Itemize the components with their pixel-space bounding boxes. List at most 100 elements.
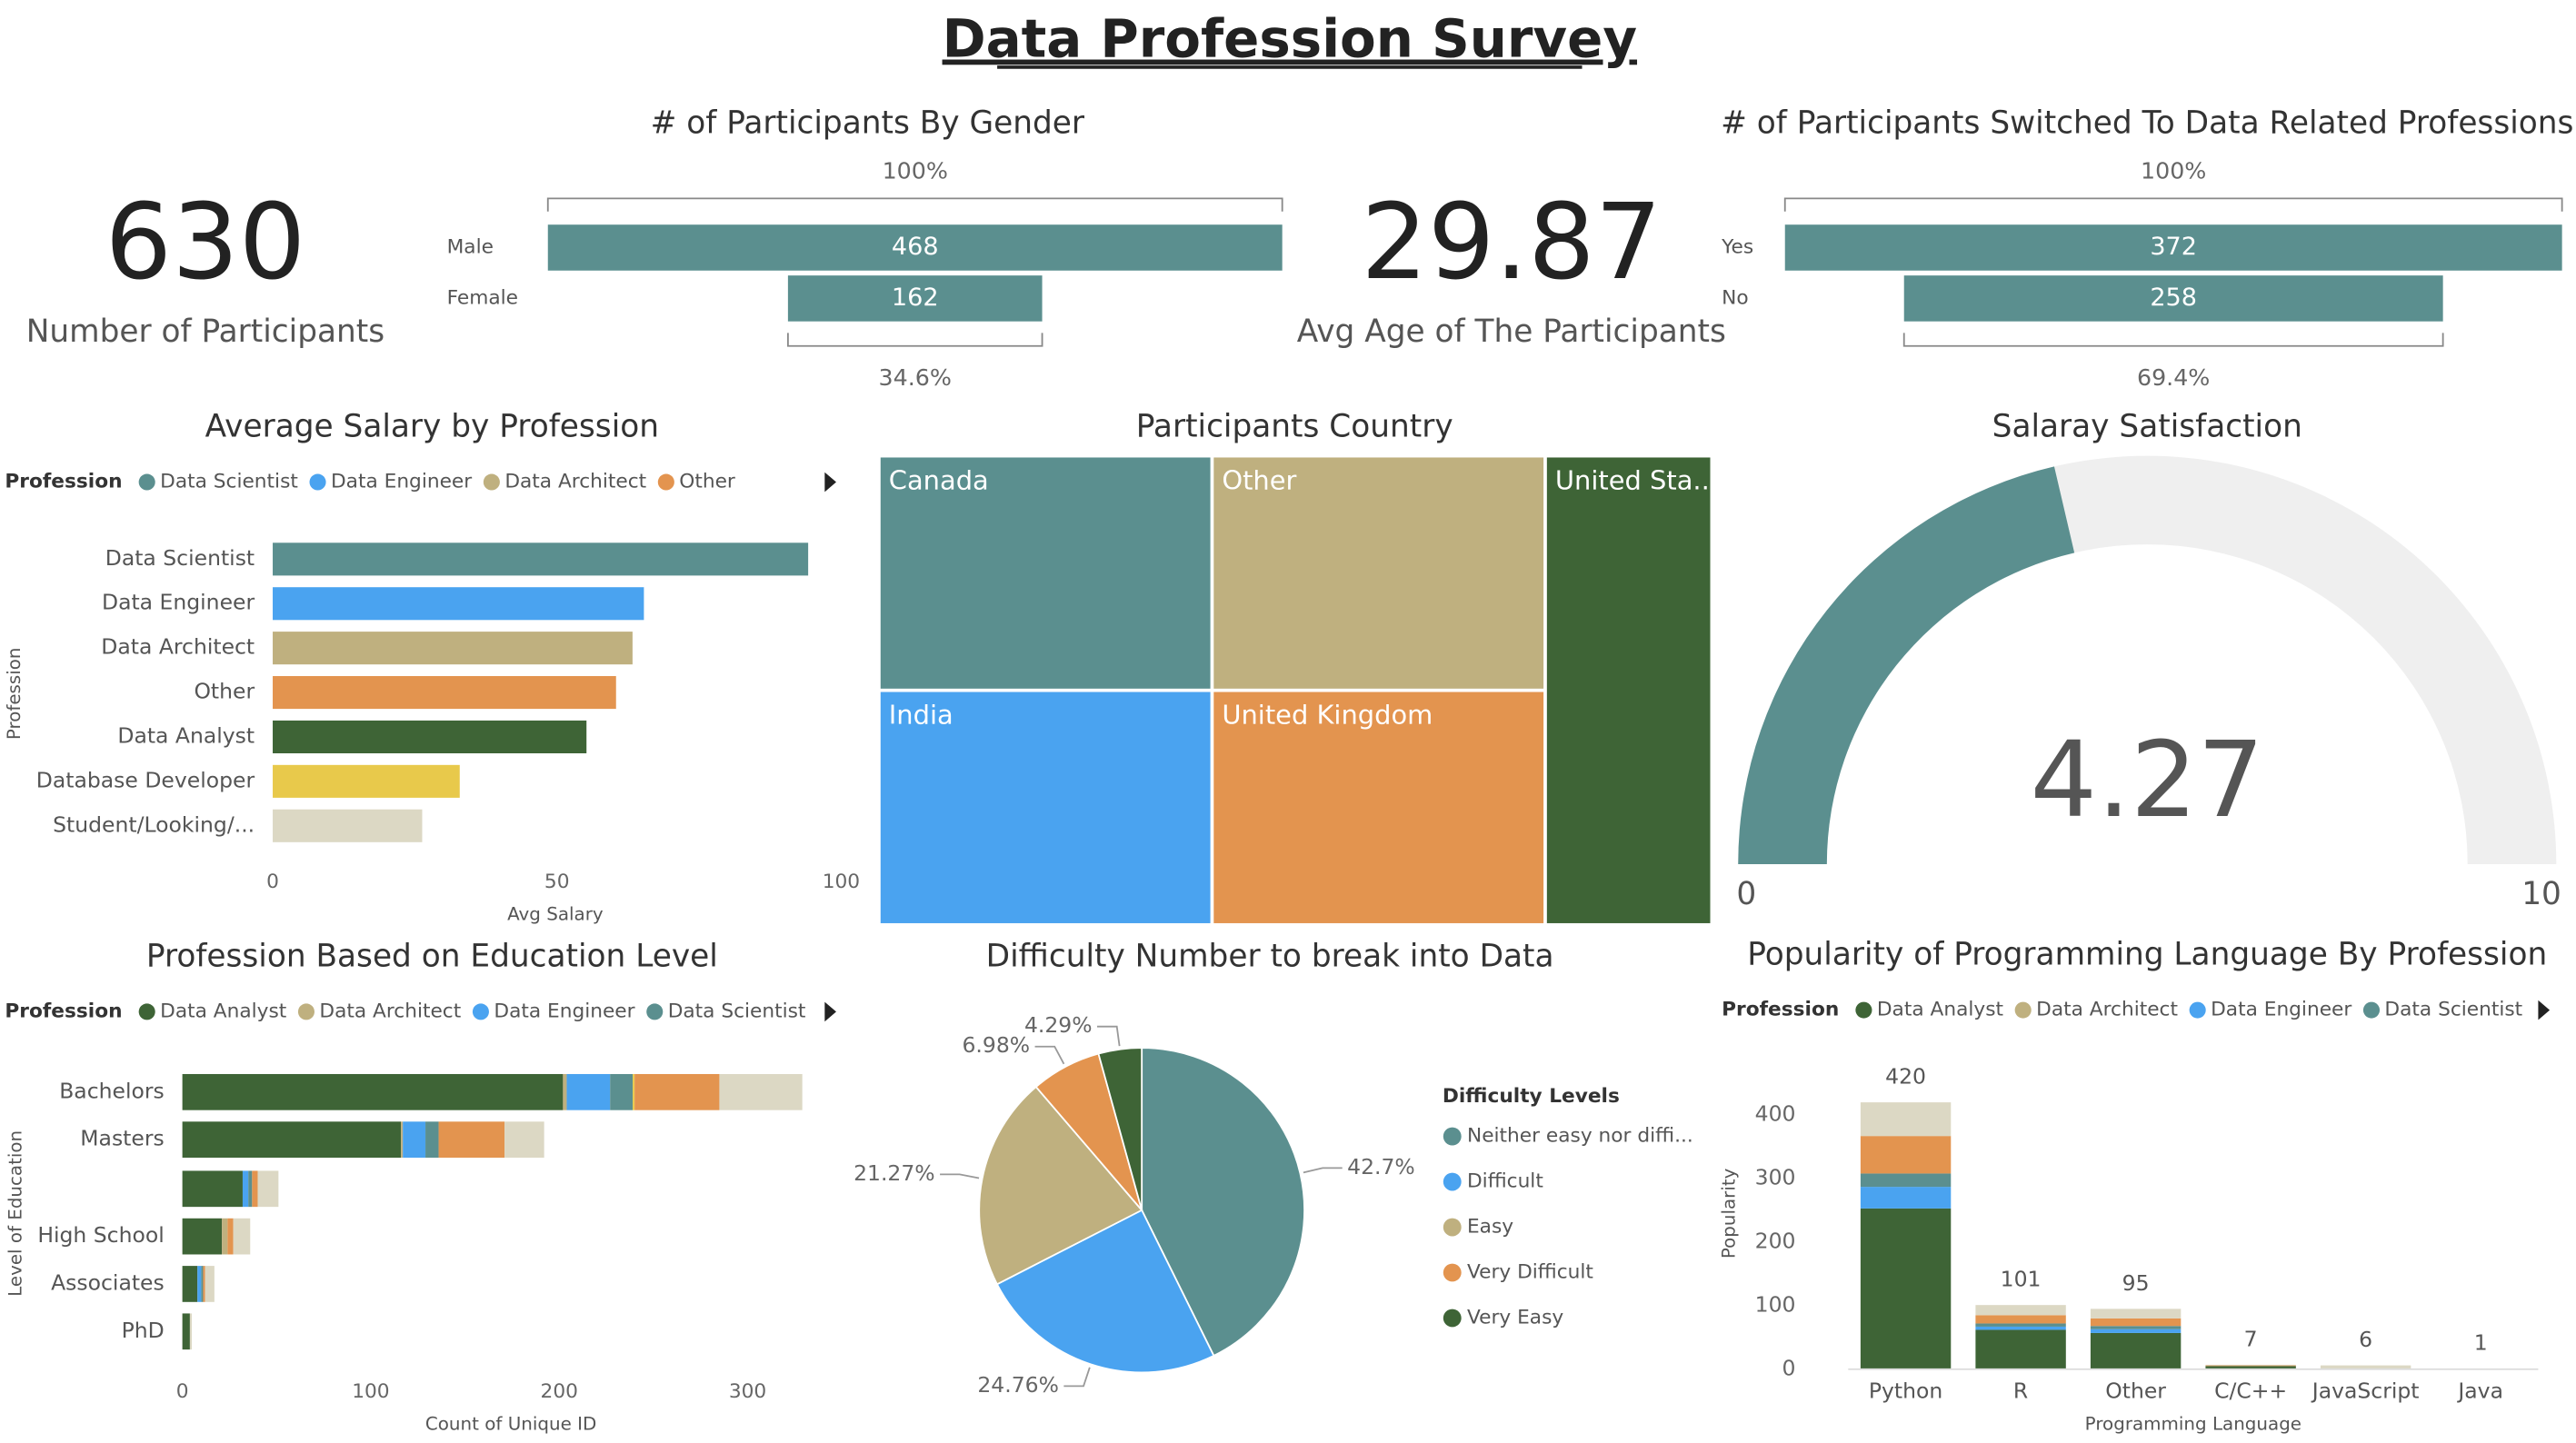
bar-segment <box>182 1218 223 1255</box>
pie-slice <box>1097 1047 1143 1210</box>
percent-label: 100% <box>883 157 948 184</box>
data-label: 24.76% <box>977 1372 1059 1398</box>
legend-item: Data Analyst <box>160 1000 286 1022</box>
x-tick-label: JavaScript <box>2311 1378 2420 1404</box>
bar-segment <box>438 1121 505 1159</box>
legend-item: Difficult <box>1467 1170 1543 1193</box>
category-label: Data Engineer <box>102 590 255 615</box>
legend-marker <box>483 473 500 491</box>
bar-segment <box>504 1121 544 1159</box>
bar-segment <box>1975 1315 2066 1324</box>
chart-title: Participants Country <box>1136 409 1453 445</box>
more-arrow[interactable] <box>824 1001 836 1022</box>
funnel-bar <box>547 224 1283 271</box>
total-label: 420 <box>1885 1064 1926 1090</box>
legend-marker <box>138 473 155 491</box>
x-axis-label: Programming Language <box>2085 1414 2301 1435</box>
x-tick-label: Python <box>1869 1378 1942 1404</box>
bar-segment <box>2205 1364 2296 1366</box>
bar-segment <box>401 1121 404 1159</box>
category-label: Other <box>194 679 255 704</box>
x-tick-label: Other <box>2105 1378 2166 1404</box>
kpi-value: 630 <box>105 182 306 304</box>
bar-segment <box>252 1170 258 1208</box>
legend-item: Data Scientist <box>668 1000 806 1022</box>
chart-title: # of Participants By Gender <box>651 105 1085 142</box>
y-axis-label: Level of Education <box>5 1130 26 1297</box>
y-tick-label: 0 <box>1782 1355 1796 1380</box>
category-label: Associates <box>51 1269 165 1295</box>
legend-item: Data Scientist <box>2384 999 2522 1021</box>
bar-segment <box>2090 1309 2182 1319</box>
data-label: 42.7% <box>1347 1154 1415 1179</box>
bar-segment <box>425 1121 439 1159</box>
total-label: 7 <box>2244 1326 2258 1351</box>
leader-line <box>1063 1367 1091 1388</box>
treemap-tile <box>1210 453 1547 692</box>
dashboard-title: Data Profession Survey <box>943 8 1637 70</box>
bar-segment <box>182 1313 190 1350</box>
bar-segment <box>205 1266 215 1302</box>
legend-item: Data Engineer <box>494 1000 634 1022</box>
leader-line <box>940 1173 980 1179</box>
funnel-bracket <box>1783 197 2563 212</box>
total-label: 1 <box>2474 1330 2488 1356</box>
bar-segment <box>1860 1173 1952 1188</box>
legend-marker <box>2189 1001 2206 1019</box>
chart-title: Salaray Satisfaction <box>1992 409 2302 445</box>
legend-marker <box>1443 1263 1462 1282</box>
gauge-value <box>1738 466 2075 864</box>
bar-segment <box>610 1073 634 1110</box>
category-label: Data Scientist <box>105 545 255 571</box>
total-label: 101 <box>2001 1267 2042 1292</box>
y-tick-label: 200 <box>1755 1228 1796 1253</box>
bar-segment <box>182 1073 564 1110</box>
funnel-bar <box>787 275 1043 322</box>
y-axis-label: Profession <box>4 648 25 741</box>
legend-item: Data Architect <box>2036 999 2178 1021</box>
more-arrow[interactable] <box>824 472 836 493</box>
category-label: Male <box>447 235 494 258</box>
x-tick-label: 100 <box>823 871 860 893</box>
more-arrow[interactable] <box>2538 1000 2551 1020</box>
funnel-bar <box>1784 224 2562 271</box>
bar <box>273 542 809 576</box>
data-label: 258 <box>2150 284 2197 312</box>
kpi-label: Avg Age of The Participants <box>1297 313 1726 350</box>
bar-segment <box>633 1073 635 1110</box>
tile-label: Other <box>1222 465 1296 496</box>
category-label: Data Analyst <box>117 722 255 748</box>
legend-item: Data Scientist <box>160 471 298 493</box>
leader-line <box>1303 1167 1343 1174</box>
bar-segment <box>197 1266 202 1302</box>
kpi-value: 29.87 <box>1361 182 1662 304</box>
category-label: Yes <box>1721 235 1753 258</box>
y-tick-label: 300 <box>1755 1165 1796 1190</box>
percent-label: 69.4% <box>2137 364 2210 391</box>
kpi-label: Number of Participants <box>26 313 384 350</box>
legend-item: Data Analyst <box>1877 999 2003 1021</box>
chart-title: # of Participants Switched To Data Relat… <box>1721 105 2573 142</box>
x-tick-label: 50 <box>544 871 570 893</box>
chart-title: Popularity of Programming Language By Pr… <box>1747 937 2547 973</box>
bar-segment <box>182 1266 198 1302</box>
bar-segment <box>233 1218 251 1255</box>
tile-label: India <box>889 700 954 731</box>
chart-title: Profession Based on Education Level <box>146 938 718 974</box>
x-tick-label: Java <box>2456 1378 2503 1404</box>
category-label: Database Developer <box>36 767 255 792</box>
x-tick-label: 100 <box>352 1380 389 1403</box>
percent-label: 34.6% <box>879 364 952 391</box>
legend-item: Neither easy nor diffi... <box>1467 1125 1693 1148</box>
bar <box>273 764 460 798</box>
bar-segment <box>2320 1365 2411 1369</box>
category-label: Masters <box>80 1126 164 1151</box>
category-label: Student/Looking/... <box>53 811 255 837</box>
bar-segment <box>719 1073 803 1110</box>
bar-segment <box>203 1266 205 1302</box>
legend-marker <box>472 1003 489 1020</box>
category-label: Data Architect <box>101 634 255 660</box>
category-label: Bachelors <box>59 1078 165 1103</box>
x-tick-label: 300 <box>729 1380 766 1403</box>
